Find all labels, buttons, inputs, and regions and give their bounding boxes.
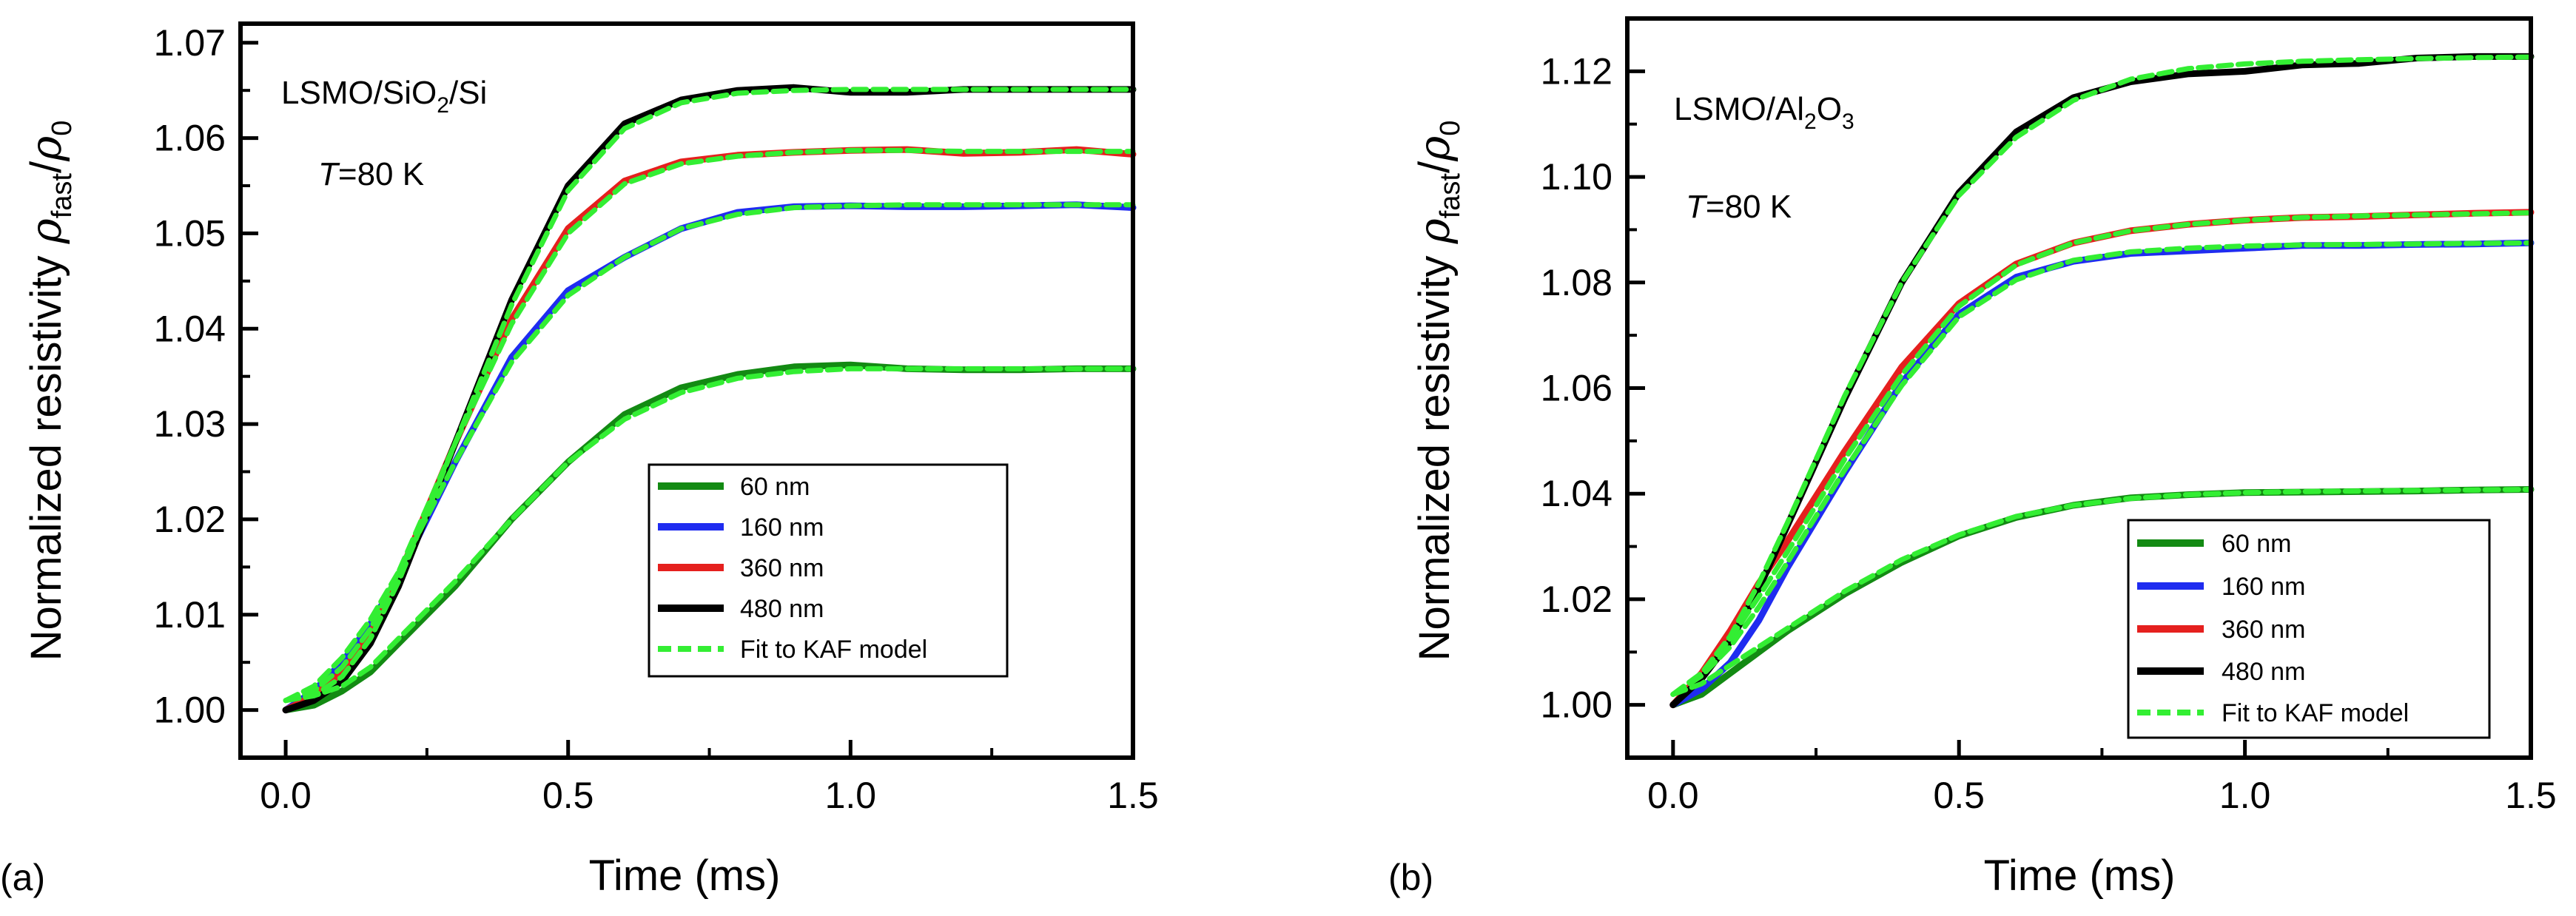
x-tick-label-a: 0.5 <box>542 775 594 816</box>
legend-label-60nm-a: 60 nm <box>740 473 810 501</box>
y-axis-fast-sub-a: fast <box>47 173 78 219</box>
x-tick-label-a: 1.0 <box>825 775 877 816</box>
legend-label-480nm-a: 480 nm <box>740 595 824 623</box>
y-axis-fast-sub-b: fast <box>1435 173 1466 219</box>
x-tick-label-b: 0.5 <box>1933 775 1985 816</box>
temperature-var-a: T <box>318 156 340 192</box>
temperature-annotation-a: T=80 K <box>318 156 424 192</box>
y-tick-label-b: 1.10 <box>1541 156 1612 198</box>
sample-label-a: LSMO/SiO <box>281 75 437 111</box>
sample-annotation-b: LSMO/Al2O3 <box>1674 91 1854 134</box>
y-axis-zero-sub-a: 0 <box>47 121 78 136</box>
panel-label-b: (b) <box>1388 857 1433 898</box>
sample-subscript-a: 2 <box>437 93 449 118</box>
fit-curve-1-b <box>1670 487 2534 697</box>
legend-label-fit-b: Fit to KAF model <box>2222 699 2409 727</box>
temperature-var-b: T <box>1686 189 1708 225</box>
y-axis-slash-a: / <box>22 161 70 173</box>
y-tick-label-a: 1.07 <box>154 22 226 64</box>
fit-curve-2-a <box>283 202 1136 704</box>
x-tick-label-b: 0.0 <box>1647 775 1699 816</box>
temperature-value-a: =80 K <box>338 156 424 192</box>
sample-subscript-b: 2 <box>1804 110 1817 134</box>
legend-label-60nm-b: 60 nm <box>2222 530 2292 558</box>
fit-curve-1-a <box>283 366 1136 704</box>
y-tick-label-a: 1.06 <box>154 118 226 159</box>
sample-label-b: LSMO/Al <box>1674 91 1804 127</box>
x-tick-label-a: 0.0 <box>260 775 312 816</box>
legend-label-360nm-b: 360 nm <box>2222 616 2305 644</box>
y-tick-label-b: 1.06 <box>1541 368 1612 409</box>
y-axis-rho-a: ρ <box>21 218 71 244</box>
x-tick-label-a: 1.5 <box>1107 775 1159 816</box>
axis-ticks-b: 0.0 0.5 1.0 1.5 1.00 1.02 1.04 1.06 1.08 1.10 1.12 <box>1541 50 2557 816</box>
y-axis-rho2-b: ρ <box>1409 136 1459 162</box>
y-tick-label-b: 1.02 <box>1541 579 1612 620</box>
plot-frame-a <box>238 21 1135 760</box>
axis-ticks-a: 0.0 0.5 1.0 1.5 1.00 1.01 1.02 1.03 1.04 1.05 1.06… <box>154 22 1159 816</box>
legend-label-360nm-a: 360 nm <box>740 554 824 582</box>
y-axis-zero-sub-b: 0 <box>1435 121 1466 136</box>
x-tick-label-b: 1.0 <box>2219 775 2271 816</box>
legend-a: 60 nm 160 nm 360 nm 480 nm Fit to KAF mo… <box>648 463 1009 678</box>
y-axis-slash-b: / <box>1410 161 1459 173</box>
x-axis-title-a: Time (ms) <box>589 852 781 900</box>
x-axis-title-b: Time (ms) <box>1984 852 2176 900</box>
y-axis-title-text-b: Normalized resistivity <box>1410 243 1459 661</box>
chart-panel-a: 0.0 0.5 1.0 1.5 1.00 1.01 1.02 1.03 1.04 1.05 1.06… <box>0 21 1159 900</box>
sample-annotation-a: LSMO/SiO2/Si <box>281 75 487 118</box>
legend-label-480nm-b: 480 nm <box>2222 658 2305 686</box>
y-axis-title-text-a: Normalized resistivity <box>22 243 70 661</box>
y-tick-label-a: 1.00 <box>154 690 226 731</box>
fit-curve-4-b <box>1670 54 2534 697</box>
y-axis-title-a: Normalized resistivity ρfast/ρ0 <box>21 121 78 661</box>
sample-subscript2-b: 3 <box>1842 110 1854 134</box>
plot-area-b <box>1669 53 2535 709</box>
y-tick-label-a: 1.05 <box>154 212 226 254</box>
temperature-annotation-b: T=80 K <box>1686 189 1792 225</box>
fit-curve-3-b <box>1670 210 2534 697</box>
plot-area-a <box>282 84 1137 714</box>
legend-label-160nm-b: 160 nm <box>2222 573 2305 601</box>
legend-b: 60 nm 160 nm 360 nm 480 nm Fit to KAF mo… <box>2127 519 2491 739</box>
y-tick-label-b: 1.12 <box>1541 50 1612 92</box>
chart-panel-b: 0.0 0.5 1.0 1.5 1.00 1.02 1.04 1.06 1.08 1.10 1.12… <box>1388 16 2557 900</box>
x-tick-label-b: 1.5 <box>2505 775 2557 816</box>
y-tick-label-b: 1.08 <box>1541 262 1612 303</box>
y-tick-label-b: 1.04 <box>1541 473 1612 514</box>
legend-label-fit-a: Fit to KAF model <box>740 636 927 664</box>
y-axis-rho2-a: ρ <box>21 136 71 162</box>
sample-label-tail-a: /Si <box>449 75 487 111</box>
sample-label-mid-b: O <box>1817 91 1842 127</box>
y-tick-label-b: 1.00 <box>1541 684 1612 726</box>
panel-label-a: (a) <box>0 857 45 898</box>
legend-label-160nm-a: 160 nm <box>740 513 824 542</box>
y-tick-label-a: 1.03 <box>154 403 226 445</box>
y-axis-rho-b: ρ <box>1409 218 1459 244</box>
y-tick-label-a: 1.02 <box>154 499 226 540</box>
y-tick-label-a: 1.01 <box>154 594 226 636</box>
temperature-value-b: =80 K <box>1706 189 1792 225</box>
fit-curve-2-b <box>1670 240 2534 697</box>
y-axis-title-b: Normalized resistivity ρfast/ρ0 <box>1409 121 1466 661</box>
y-tick-label-a: 1.04 <box>154 308 226 349</box>
fit-curve-4-a <box>283 87 1136 704</box>
fit-curve-3-a <box>283 147 1136 704</box>
